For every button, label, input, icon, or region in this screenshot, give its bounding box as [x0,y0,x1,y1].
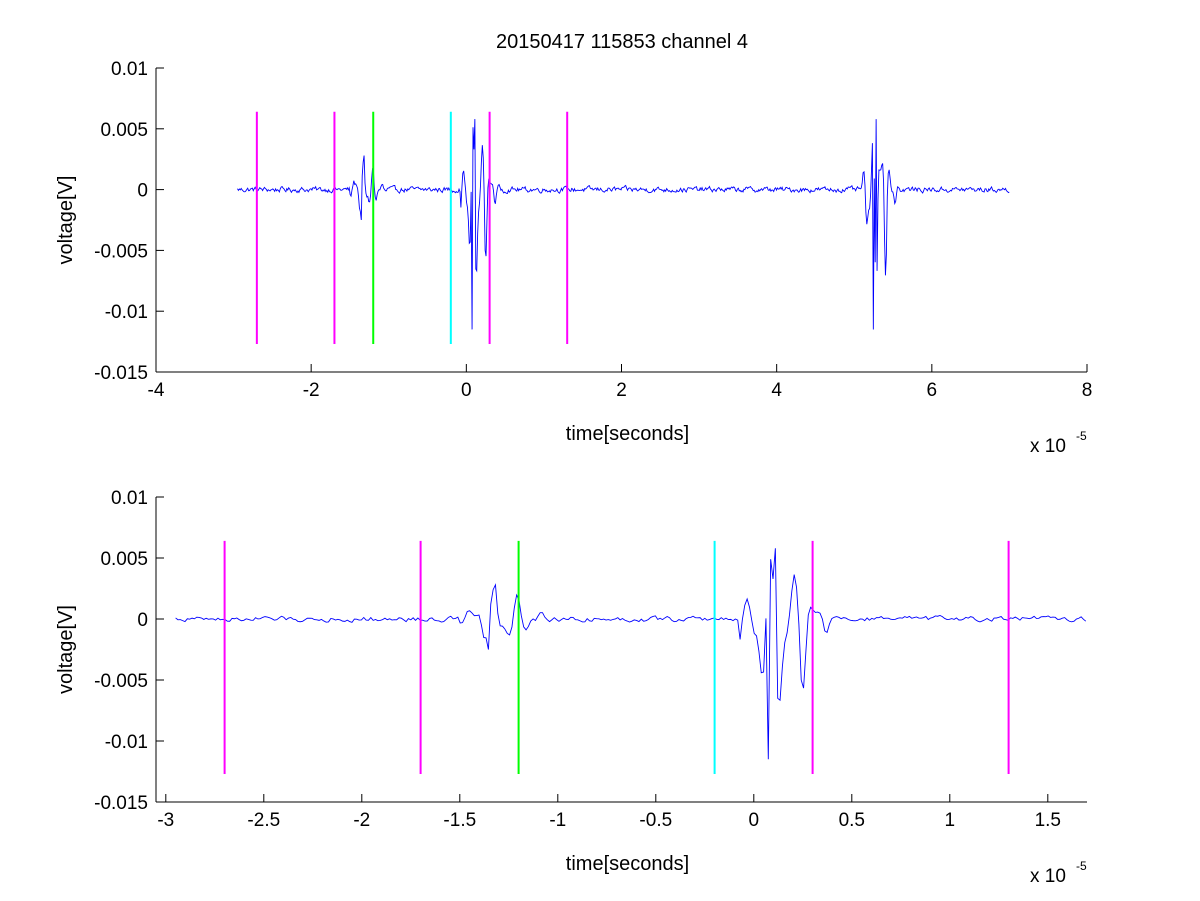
y-axis-label: voltage[V] [55,176,77,265]
y-tick-label: -0.015 [94,793,148,814]
bottom-plot: -3 -2.5 -2 -1.5 -1 -0.5 0 0.5 1 1.5 0.01 0.005 0 -0.0… [55,488,1087,887]
x-tick-label: -2.5 [247,810,280,831]
plot-title: 20150417 115853 channel 4 [496,31,748,53]
x-tick-label: -3 [157,810,174,831]
x-tick-label: 2 [616,380,627,401]
x-exponent-power: -5 [1076,859,1087,873]
signal-trace [237,119,1010,330]
x-tick-label: -4 [148,380,165,401]
signal-trace [175,548,1087,760]
x-tick-label: 1 [945,810,956,831]
x-tick-label: -2 [353,810,370,831]
y-tick-label: -0.01 [105,732,148,753]
x-tick-label: 0 [461,380,472,401]
x-tick-label: -2 [303,380,320,401]
y-tick-label: 0.005 [100,549,148,570]
y-tick-label: 0 [137,610,148,631]
y-tick-label: 0 [137,181,148,202]
x-tick-label: 1.5 [1035,810,1061,831]
x-tick-label: 4 [771,380,782,401]
top-plot: 20150417 115853 channel 4 -4 -2 0 2 4 6 8 0.01 0… [55,31,1092,457]
x-tick-label: -1.5 [443,810,476,831]
x-exponent-label: x 10 [1030,866,1066,887]
x-tick-label: 0.5 [839,810,865,831]
y-tick-label: 0.01 [111,59,148,80]
x-axis-label: time[seconds] [566,853,689,875]
y-axis-label: voltage[V] [55,605,77,694]
y-tick-label: -0.015 [94,363,148,384]
y-tick-label: 0.005 [100,120,148,141]
y-tick-label: 0.01 [111,488,148,509]
y-tick-label: -0.005 [94,241,148,262]
x-exponent-power: -5 [1076,429,1087,443]
x-tick-label: 0 [749,810,760,831]
y-tick-label: -0.01 [105,302,148,323]
x-tick-label: 6 [927,380,938,401]
x-tick-label: -1 [549,810,566,831]
x-tick-label: -0.5 [639,810,672,831]
x-exponent-label: x 10 [1030,436,1066,457]
x-tick-label: 8 [1082,380,1093,401]
y-tick-label: -0.005 [94,671,148,692]
x-axis-label: time[seconds] [566,423,689,445]
